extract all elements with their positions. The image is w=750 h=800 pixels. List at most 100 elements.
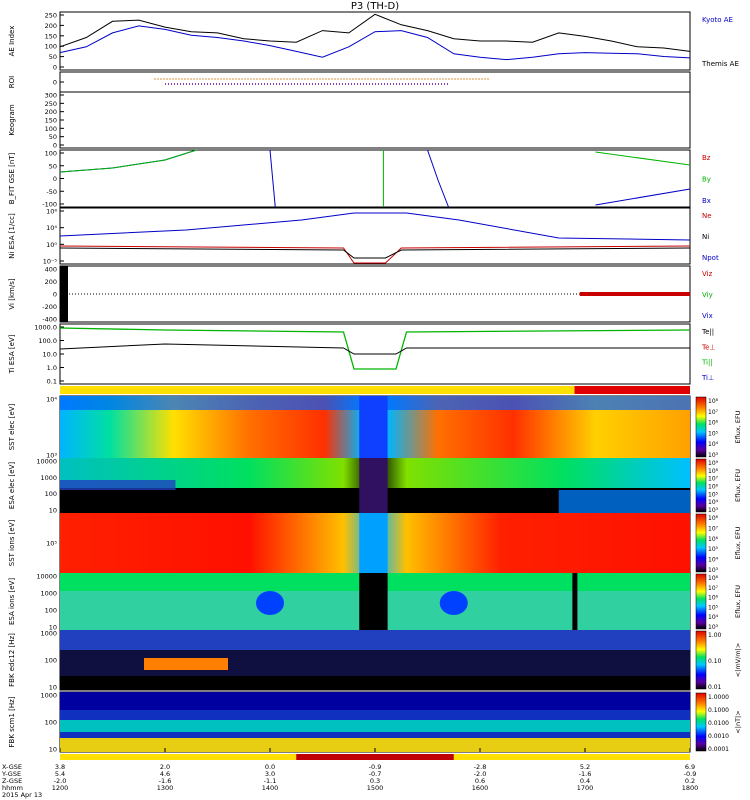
fbk-e-hot — [144, 658, 228, 670]
panel-sst_e-ylabel: SST elec [eV] — [8, 403, 16, 450]
ti-par-line — [59, 327, 691, 370]
panel-esa_e-colorbar — [695, 458, 707, 513]
panel-esa_e-ylabel: ESA elec [eV] — [8, 462, 16, 509]
bx-spike-2 — [427, 149, 449, 208]
panel-ae-ytick: 100 — [45, 43, 57, 51]
legend-Viz: Viz — [702, 270, 713, 278]
panel-sst_e-cbar-tick: 10⁵ — [708, 430, 719, 437]
legend-Kyoto AE: Kyoto AE — [702, 16, 733, 24]
panel-esa_i-ylabel: ESA ions [eV] — [8, 578, 16, 625]
panel-fbk_e-cbar-tick: 1.00 — [708, 632, 722, 639]
axis-value: 1300 — [157, 784, 174, 792]
panel-ti-ytick: 100.0 — [38, 337, 57, 345]
axis-row-label: Y-GSE — [1, 770, 21, 778]
axis-value: 1200 — [52, 784, 69, 792]
panel-sst_e-cbar-tick: 10³ — [708, 452, 719, 459]
panel-keogram-ytick: 50 — [49, 133, 57, 141]
panel-esa_i-ytick: 10000 — [36, 573, 57, 581]
panel-vi-ytick: -200 — [42, 303, 57, 311]
te-par-line — [59, 343, 690, 355]
panel-sst_e-colorbar — [695, 396, 707, 458]
panel-ni-ytick: 10⁴ — [46, 224, 57, 232]
panel-vi-ylabel: Vi [km/s] — [8, 278, 16, 309]
esa-e-noise — [60, 480, 176, 490]
panel-fbk_b-ytick: 100 — [45, 719, 57, 727]
panel-vi-ytick: 0 — [53, 291, 57, 299]
time-axis: X-GSE 3.8 2.0 0.0 -0.9 -2.8 5.2 6.9 Y-GSE 5.4 4.6 3… — [1, 748, 698, 799]
legend-Bz: Bz — [702, 154, 711, 162]
fbk-b-mid — [60, 720, 690, 732]
panel-sst_e-cbar-label: Eflux, EFU — [734, 410, 742, 443]
panel-bfit-ylabel: B_FIT GSE [nT] — [8, 152, 16, 204]
panel-esa_i-cbar-tick: 10³ — [708, 624, 719, 631]
axis-value: 1400 — [262, 784, 279, 792]
panel-esa_i-ytick: 1000 — [40, 590, 57, 598]
axis-value: 0.3 — [370, 777, 380, 785]
panel-fbk_b-cbar-tick: 0.0100 — [708, 720, 729, 727]
by-line — [59, 149, 197, 173]
panel-fbk_e-colorbar — [695, 630, 707, 690]
by-late — [595, 151, 691, 166]
panel-ni-ytick: 10⁰ — [46, 241, 57, 249]
panel-ae-ytick: 200 — [45, 22, 57, 30]
axis-row-label: Z-GSE — [2, 777, 22, 785]
panel-ae-ytick: 50 — [49, 53, 57, 61]
axis-row-label: hhmm — [2, 784, 23, 792]
legend-By: By — [702, 176, 711, 184]
panel-fbk_b-ylabel: FBK scm1 [Hz] — [8, 696, 16, 747]
panel-ae-frame — [59, 11, 691, 71]
panel-fbk_e-ytick: 100 — [45, 657, 57, 665]
panel-ti-ytick: 0.1 — [47, 378, 57, 386]
ae-series-0 — [59, 25, 691, 61]
panel-sst_i-cbar-tick: 10⁸ — [708, 515, 719, 522]
fbk-b-high — [60, 692, 690, 710]
panel-fbk_b-cbar-label: <|nT|> — [734, 710, 742, 733]
panel-fbk_e-ytick: 10 — [49, 684, 57, 692]
flag-strip-top-red — [574, 386, 690, 394]
fbk-e-low — [60, 676, 690, 690]
panel-ti-ytick: 1.0 — [47, 364, 57, 372]
panel-esa_e-cbar-tick: 10⁹ — [708, 460, 719, 467]
panel-sst_e-cbar-tick: 10⁶ — [708, 420, 719, 427]
fbk-e-high — [60, 630, 690, 650]
panel-bfit-ytick: -50 — [46, 188, 57, 196]
legend-Viy: Viy — [702, 291, 713, 299]
panel-keogram-ytick: 150 — [45, 117, 57, 125]
ae-series-1 — [59, 13, 691, 52]
panel-keogram-ytick: 0 — [53, 142, 57, 150]
sst-i-gap — [359, 513, 388, 573]
panel-roi-ytick: 0 — [53, 79, 57, 87]
panel-keogram-ytick: 250 — [45, 100, 57, 108]
panel-keogram-ylabel: Keogram — [8, 104, 16, 135]
panel-esa_i-colorbar — [695, 573, 707, 630]
panel-ni-ytick: 10⁸ — [46, 208, 57, 216]
panel-fbk_b-cbar-tick: 0.0001 — [708, 746, 729, 753]
panel-ti-ytick: 1000.0 — [34, 324, 57, 332]
panel-ti-ylabel: Ti ESA [eV] — [8, 334, 16, 374]
panel-sst_e-cbar-tick: 10⁷ — [708, 409, 719, 416]
panel-sst_i-cbar-tick: 10⁵ — [708, 546, 719, 553]
panel-fbk_e-cbar-tick: 0.01 — [708, 684, 722, 691]
axis-value: 3.0 — [265, 770, 275, 778]
axis-value: 4.6 — [160, 770, 170, 778]
panel-esa_e-cbar-tick: 10⁶ — [708, 484, 719, 491]
panel-esa_e-ytick: 10000 — [36, 458, 57, 466]
panel-fbk_b-cbar-tick: 0.1000 — [708, 707, 729, 714]
panel-ae-ytick: 150 — [45, 32, 57, 40]
panel-fbk_b-ytick: 1000 — [40, 692, 57, 700]
panel-sst_i-cbar-label: Eflux, EFU — [734, 526, 742, 559]
axis-value: -1.1 — [264, 777, 277, 785]
esa-e-late-band — [558, 490, 690, 513]
panel-sst_i-cbar-tick: 10⁶ — [708, 536, 719, 543]
axis-value: -0.7 — [369, 770, 382, 778]
panel-esa_e-cbar-label: Eflux, EFU — [734, 469, 742, 502]
legend-Ti⊥: Ti⊥ — [701, 374, 714, 382]
ne-line — [59, 245, 691, 264]
legend-Ti||: Ti|| — [701, 359, 713, 367]
legend-Bx: Bx — [702, 197, 711, 205]
axis-value: 3.8 — [55, 763, 65, 771]
axis-value: -2.8 — [474, 763, 487, 771]
panel-keogram-ytick: 100 — [45, 125, 57, 133]
fbk-b-low — [60, 738, 690, 752]
